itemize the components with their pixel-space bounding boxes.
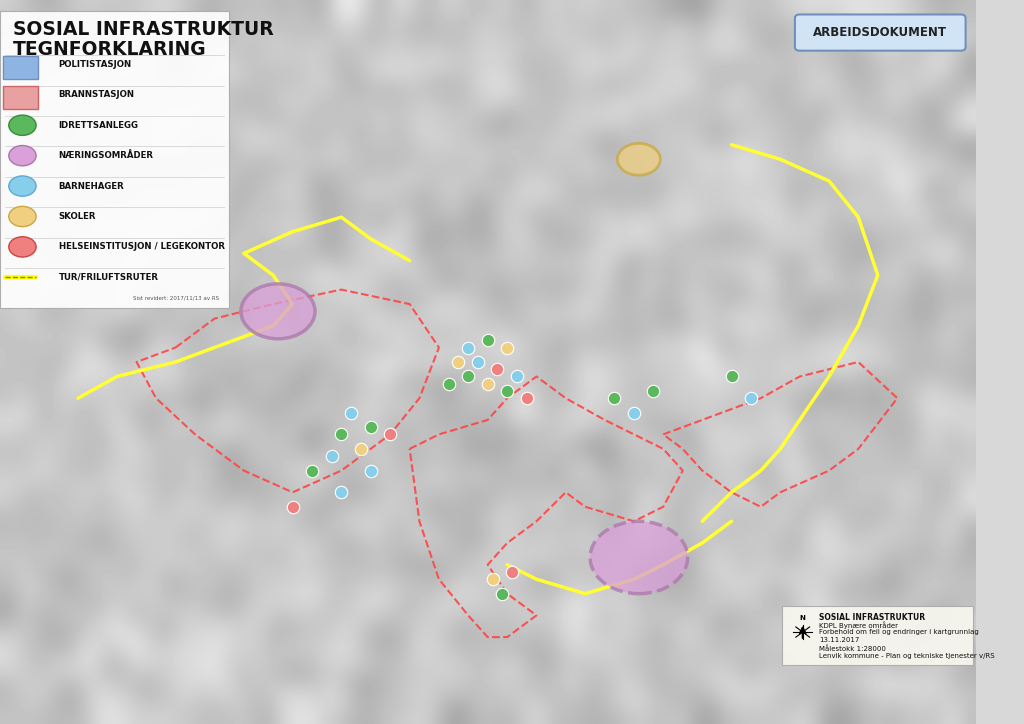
Text: SOSIAL INFRASTRUKTUR: SOSIAL INFRASTRUKTUR bbox=[819, 613, 926, 622]
Text: BRANNSTASJON: BRANNSTASJON bbox=[58, 90, 134, 99]
Point bbox=[304, 465, 321, 476]
Point bbox=[509, 371, 525, 382]
Text: ARBEIDSDOKUMENT: ARBEIDSDOKUMENT bbox=[813, 26, 947, 39]
Circle shape bbox=[241, 284, 315, 339]
Point bbox=[489, 363, 506, 375]
Circle shape bbox=[590, 521, 688, 594]
Circle shape bbox=[9, 237, 36, 257]
FancyBboxPatch shape bbox=[795, 14, 966, 51]
Circle shape bbox=[9, 146, 36, 166]
Point bbox=[451, 356, 467, 368]
Text: TUR/FRILUFTSRUTER: TUR/FRILUFTSRUTER bbox=[58, 273, 159, 282]
Point bbox=[333, 429, 349, 440]
Text: Målestokk 1:28000: Målestokk 1:28000 bbox=[819, 645, 886, 652]
Point bbox=[470, 356, 486, 368]
Text: IDRETTSANLEGG: IDRETTSANLEGG bbox=[58, 121, 138, 130]
Point bbox=[460, 342, 476, 353]
Text: POLITISTASJON: POLITISTASJON bbox=[58, 60, 132, 69]
Point bbox=[324, 450, 340, 462]
Point bbox=[606, 392, 623, 404]
Point bbox=[499, 385, 515, 397]
Text: NÆRINGSOMRÅDER: NÆRINGSOMRÅDER bbox=[58, 151, 154, 160]
Circle shape bbox=[9, 115, 36, 135]
Circle shape bbox=[9, 206, 36, 227]
Text: KDPL Bynære områder: KDPL Bynære områder bbox=[819, 621, 898, 629]
Text: Sist revidert: 2017/11/13 av RS: Sist revidert: 2017/11/13 av RS bbox=[133, 295, 219, 300]
Point bbox=[382, 429, 398, 440]
Text: HELSEINSTITUSJON / LEGEKONTOR: HELSEINSTITUSJON / LEGEKONTOR bbox=[58, 243, 224, 251]
Point bbox=[479, 334, 496, 346]
Point bbox=[362, 465, 379, 476]
Point bbox=[495, 588, 511, 599]
Text: N: N bbox=[800, 615, 806, 621]
Point bbox=[333, 487, 349, 498]
Text: SKOLER: SKOLER bbox=[58, 212, 96, 221]
Point bbox=[626, 407, 642, 418]
Point bbox=[723, 371, 739, 382]
Point bbox=[518, 392, 535, 404]
Point bbox=[440, 378, 457, 390]
Point bbox=[742, 392, 759, 404]
Point bbox=[285, 501, 301, 513]
Text: SOSIAL INFRASTRUKTUR: SOSIAL INFRASTRUKTUR bbox=[12, 20, 273, 39]
Circle shape bbox=[617, 143, 660, 175]
Point bbox=[362, 421, 379, 433]
FancyBboxPatch shape bbox=[0, 11, 229, 308]
FancyBboxPatch shape bbox=[782, 606, 974, 665]
Point bbox=[499, 342, 515, 353]
Point bbox=[460, 371, 476, 382]
Text: 13.11.2017: 13.11.2017 bbox=[819, 637, 860, 643]
Text: TEGNFORKLARING: TEGNFORKLARING bbox=[12, 40, 206, 59]
FancyBboxPatch shape bbox=[3, 86, 38, 109]
Point bbox=[343, 407, 359, 418]
Point bbox=[484, 573, 501, 585]
FancyBboxPatch shape bbox=[3, 56, 38, 79]
Circle shape bbox=[9, 176, 36, 196]
Point bbox=[645, 385, 662, 397]
Text: Lenvik kommune - Plan og tekniske tjenester v/RS: Lenvik kommune - Plan og tekniske tjenes… bbox=[819, 653, 995, 659]
Text: Forbehold om feil og endringer i kartgrunnlag: Forbehold om feil og endringer i kartgru… bbox=[819, 629, 979, 635]
Point bbox=[479, 378, 496, 390]
Text: BARNEHAGER: BARNEHAGER bbox=[58, 182, 124, 190]
Point bbox=[504, 566, 520, 578]
Point bbox=[352, 443, 369, 455]
